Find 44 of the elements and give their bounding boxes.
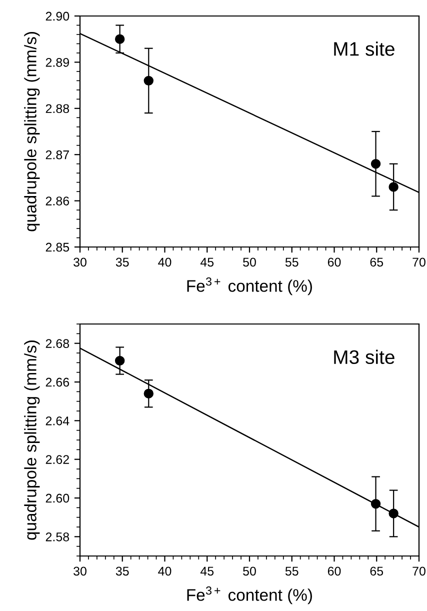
y-tick-label: 2.68: [46, 339, 70, 348]
point: [144, 76, 154, 86]
y-tick-label: 2.87: [46, 150, 69, 160]
point: [114, 34, 125, 44]
x-tick-label: 60: [328, 566, 341, 576]
x-tick-label: 60: [328, 258, 341, 267]
x-axis-title: Fe$^{3+}$ content (%): [187, 277, 312, 296]
point: [370, 498, 381, 509]
point: [388, 508, 398, 518]
y-tick-label: 2.86: [46, 196, 70, 206]
x-tick-label: 30: [74, 258, 86, 267]
x-tick-label: 55: [285, 258, 298, 267]
x-tick-label: 70: [412, 566, 426, 576]
x-tick-label: 35: [116, 566, 129, 576]
x-tick-label: 65: [370, 258, 384, 267]
y-tick-label: 2.85: [46, 242, 70, 252]
x-tick-label: 50: [243, 258, 256, 267]
x-tick-label: 65: [370, 566, 384, 576]
point: [144, 388, 154, 398]
y-tick-label: 2.64: [46, 416, 70, 426]
point: [370, 158, 381, 169]
annotation: M3 site: [334, 350, 394, 364]
x-axis-title: Fe$^{3+}$ content (%): [187, 586, 312, 604]
point: [114, 356, 125, 366]
x-tick-label: 40: [158, 258, 172, 267]
y-axis-title: quadrupole splitting (mm/s): [24, 340, 40, 540]
y-tick-label: 2.90: [46, 12, 70, 21]
y-tick-label: 2.58: [46, 532, 70, 542]
x-tick-label: 35: [116, 258, 129, 267]
x-tick-label: 50: [243, 566, 256, 576]
point: [388, 182, 398, 192]
annotation: M1 site: [334, 42, 394, 56]
x-tick-label: 45: [200, 566, 214, 576]
y-axis-title: quadrupole splitting (mm/s): [24, 32, 40, 232]
x-tick-label: 40: [158, 566, 172, 576]
x-tick-label: 70: [412, 258, 426, 267]
y-tick-label: 2.89: [46, 58, 69, 67]
x-tick-label: 45: [200, 258, 214, 267]
y-tick-label: 2.88: [46, 104, 70, 114]
y-tick-label: 2.66: [46, 378, 70, 387]
y-tick-label: 2.60: [46, 494, 70, 503]
y-tick-label: 2.62: [46, 455, 69, 464]
x-tick-label: 30: [74, 566, 86, 576]
x-tick-label: 55: [285, 566, 298, 576]
